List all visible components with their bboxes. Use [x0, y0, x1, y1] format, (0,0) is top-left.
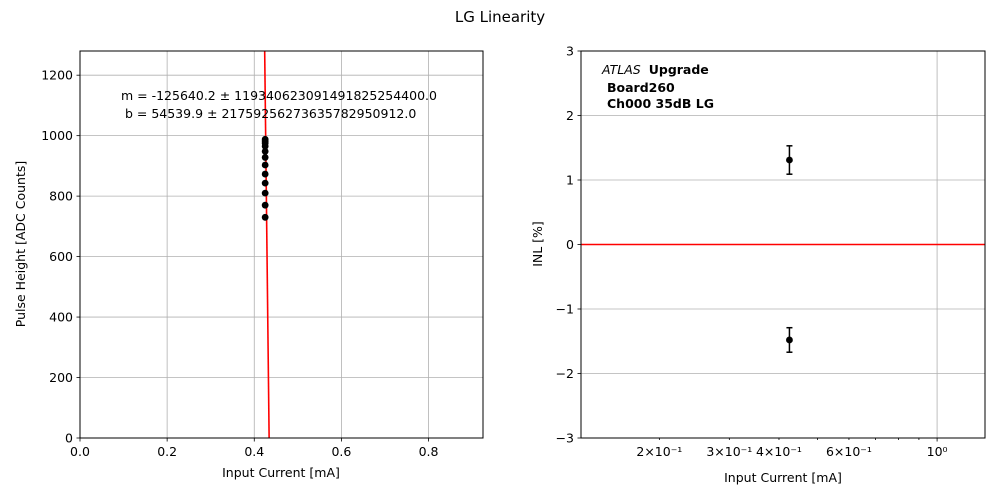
fit-line	[263, 51, 270, 438]
x-tick-label: 0.0	[70, 444, 90, 459]
y-tick-label: −3	[556, 431, 574, 446]
fit-slope-annotation: m = -125640.2 ± 119340623091491825254400…	[121, 88, 437, 103]
right-x-axis-label: Input Current [mA]	[724, 470, 842, 485]
data-point	[261, 189, 269, 197]
atlas-label: ATLAS Upgrade	[601, 62, 709, 77]
x-tick-label: 0.4	[244, 444, 264, 459]
left-chart: 0.0 0.2 0.4 0.6 0.8 0 200 400 600 800 1000 1200 m =…	[13, 50, 484, 480]
data-point	[261, 154, 269, 161]
right-series	[581, 145, 985, 353]
y-tick-label: 600	[49, 249, 73, 264]
board-label: Board260	[607, 80, 675, 95]
channel-label: Ch000 35dB LG	[607, 96, 714, 111]
upgrade-word: Upgrade	[649, 62, 709, 77]
data-point	[261, 161, 269, 169]
x-tick-label: 2×10⁻¹	[636, 444, 682, 459]
right-ticks: 2×10⁻¹ 3×10⁻¹ 4×10⁻¹ 6×10⁻¹ 10⁰ −3 −2 −1 0 1 2 3	[556, 44, 948, 460]
left-axes-frame	[79, 50, 484, 439]
y-tick-label: −1	[556, 302, 574, 317]
data-point	[261, 147, 269, 155]
y-tick-label: 800	[49, 189, 73, 204]
y-tick-label: 3	[566, 44, 574, 59]
x-tick-label: 4×10⁻¹	[756, 444, 802, 459]
atlas-word: ATLAS	[601, 62, 641, 77]
fit-intercept-annotation: b = 54539.9 ± 21759256273635782950912.0	[121, 106, 416, 121]
data-point	[786, 156, 793, 164]
data-point	[261, 201, 269, 209]
data-point	[261, 135, 269, 143]
data-point	[786, 336, 793, 344]
y-tick-label: 0	[566, 237, 574, 252]
y-tick-label: 200	[49, 370, 73, 385]
y-tick-label: 0	[65, 431, 73, 446]
data-point	[261, 179, 269, 187]
x-tick-label: 3×10⁻¹	[706, 444, 752, 459]
left-ticks: 0.0 0.2 0.4 0.6 0.8 0 200 400 600 800 1000 1200	[41, 68, 438, 459]
y-tick-label: 400	[49, 310, 73, 325]
x-tick-label: 0.2	[157, 444, 177, 459]
data-point	[261, 213, 269, 221]
x-tick-label: 0.6	[331, 444, 351, 459]
y-tick-label: −2	[556, 366, 574, 381]
figure-title: LG Linearity	[455, 8, 545, 26]
y-tick-label: 2	[566, 108, 574, 123]
y-tick-label: 1200	[41, 68, 73, 83]
x-tick-label: 0.8	[419, 444, 439, 459]
y-tick-label: 1000	[41, 128, 73, 143]
x-tick-label: 10⁰	[927, 444, 948, 459]
right-chart: 2×10⁻¹ 3×10⁻¹ 4×10⁻¹ 6×10⁻¹ 10⁰ −3 −2 −1 0 1 2 3 AT…	[530, 44, 986, 485]
left-x-axis-label: Input Current [mA]	[222, 465, 340, 480]
left-y-axis-label: Pulse Height [ADC Counts]	[13, 161, 28, 327]
left-series	[261, 51, 270, 438]
x-tick-label: 6×10⁻¹	[826, 444, 872, 459]
data-point	[261, 170, 269, 178]
right-y-axis-label: INL [%]	[530, 221, 545, 267]
y-tick-label: 1	[566, 173, 574, 188]
